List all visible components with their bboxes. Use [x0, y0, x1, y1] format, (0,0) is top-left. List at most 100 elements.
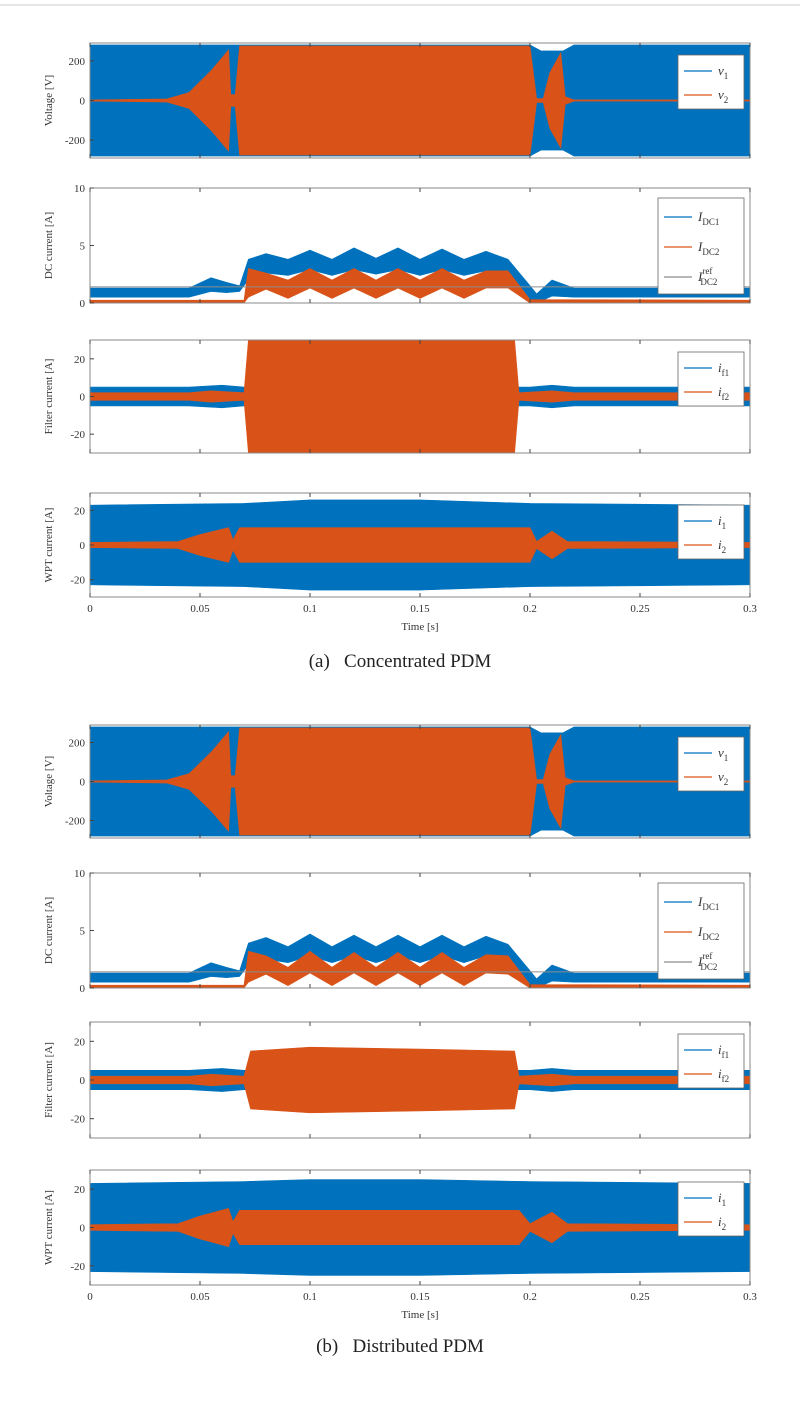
legend-symbol: I	[697, 269, 703, 284]
y-tick-label: 5	[80, 926, 86, 938]
x-axis-label: Time [s]	[401, 621, 438, 633]
legend-symbol: I	[697, 209, 703, 224]
legend-label: i1	[718, 1190, 726, 1208]
y-tick-label: 200	[69, 56, 86, 68]
y-tick-label: 0	[80, 1223, 86, 1235]
legend-box	[677, 1033, 745, 1089]
legend-superscript: ref	[702, 951, 712, 961]
y-tick-label: -200	[65, 135, 86, 147]
legend-subscript: 1	[722, 1198, 727, 1208]
legend-label: i2	[718, 537, 726, 555]
y-axis-label: Voltage [V]	[43, 75, 55, 126]
x-tick-label: 0.1	[303, 603, 317, 615]
y-tick-label: 0	[80, 540, 86, 552]
legend-subscript: 1	[724, 753, 729, 763]
legend-label: if1	[718, 360, 729, 378]
legend: v1 v2	[677, 736, 745, 792]
legend-symbol: i	[718, 513, 722, 528]
x-tick-label: 0.05	[190, 603, 210, 615]
legend-symbol: I	[697, 954, 703, 969]
y-tick-label: 20	[74, 505, 86, 517]
y-tick-label: 10	[74, 868, 86, 880]
legend-subscript: 1	[722, 521, 727, 531]
x-tick-label: 0	[87, 1291, 93, 1303]
legend-symbol: v	[718, 63, 724, 78]
legend-subscript: DC2	[702, 247, 719, 257]
x-tick-label: 0.15	[410, 603, 430, 615]
y-tick-label: 5	[80, 241, 86, 253]
figure-caption: (a) Concentrated PDM	[309, 651, 492, 672]
legend-box	[677, 54, 745, 110]
legend-label: IDC1	[697, 209, 719, 227]
y-axis-label: DC current [A]	[43, 212, 55, 279]
y-tick-label: -20	[70, 1114, 85, 1126]
legend-symbol: i	[718, 1214, 722, 1229]
legend-symbol: i	[718, 537, 722, 552]
legend-box	[677, 351, 745, 407]
y-axis-label: Filter current [A]	[43, 359, 55, 435]
legend-box	[677, 504, 745, 560]
x-tick-label: 0.3	[743, 603, 757, 615]
legend-subscript: 1	[724, 71, 729, 81]
x-tick-label: 0.2	[523, 603, 537, 615]
x-tick-label: 0.25	[630, 603, 650, 615]
y-tick-label: 0	[80, 1075, 86, 1087]
x-axis-label: Time [s]	[401, 1309, 438, 1321]
legend-symbol: i	[718, 1042, 722, 1057]
legend: i1 i2	[677, 1181, 745, 1237]
legend-box	[677, 736, 745, 792]
legend-subscript: f1	[722, 1050, 730, 1060]
legend-label: if1	[718, 1042, 729, 1060]
y-axis-label: DC current [A]	[43, 897, 55, 964]
legend-subscript: f2	[722, 1074, 730, 1084]
x-tick-label: 0.05	[190, 1291, 210, 1303]
legend-subscript: DC2	[702, 932, 719, 942]
legend-subscript: DC2	[700, 277, 717, 287]
y-axis-label: Filter current [A]	[43, 1042, 55, 1118]
legend-symbol: i	[718, 384, 722, 399]
legend-superscript: ref	[702, 266, 712, 276]
legend-label: IDC2	[697, 239, 719, 257]
legend-box	[677, 1181, 745, 1237]
legend-box	[657, 882, 745, 980]
legend-label: v2	[718, 769, 728, 787]
legend-label: IDC1	[697, 894, 719, 912]
legend-symbol: i	[718, 1190, 722, 1205]
x-tick-label: 0.2	[523, 1291, 537, 1303]
legend-subscript: DC2	[700, 962, 717, 972]
legend-symbol: I	[697, 239, 703, 254]
y-tick-label: 200	[69, 738, 86, 750]
legend-subscript: f2	[722, 392, 730, 402]
x-tick-label: 0.3	[743, 1291, 757, 1303]
y-tick-label: -20	[70, 1261, 85, 1273]
legend-box	[657, 197, 745, 295]
legend-subscript: 2	[722, 545, 727, 555]
y-axis-label: WPT current [A]	[43, 1190, 55, 1265]
x-tick-label: 0	[87, 603, 93, 615]
x-tick-label: 0.15	[410, 1291, 430, 1303]
legend-label: v1	[718, 745, 728, 763]
legend-subscript: DC1	[702, 902, 719, 912]
legend-label: i2	[718, 1214, 726, 1232]
legend-label: if2	[718, 384, 729, 402]
legend-subscript: f1	[722, 368, 730, 378]
legend-label: v1	[718, 63, 728, 81]
legend-label: Iref DC2	[697, 951, 717, 972]
legend-symbol: i	[718, 360, 722, 375]
y-tick-label: 20	[74, 354, 86, 366]
legend-label: if2	[718, 1066, 729, 1084]
y-tick-label: 0	[80, 983, 86, 995]
legend-label: Iref DC2	[697, 266, 717, 287]
